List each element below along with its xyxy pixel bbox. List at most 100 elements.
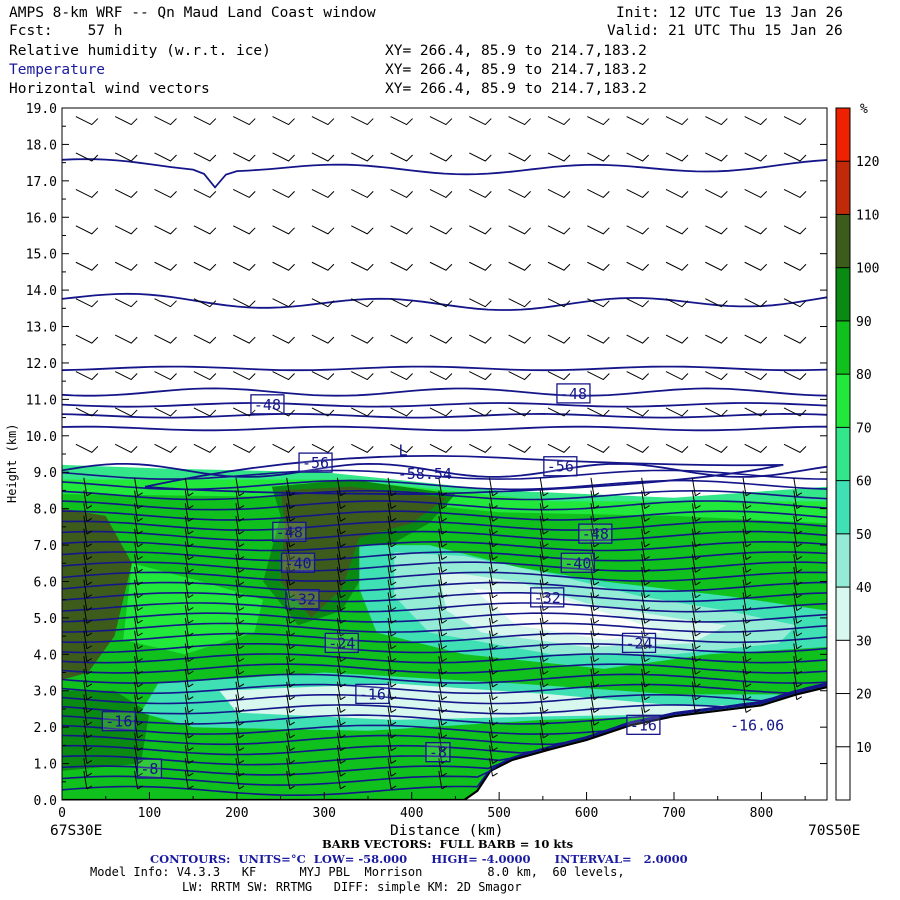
wind-barb-32	[587, 152, 610, 162]
wind-barb-351	[641, 605, 650, 624]
wind-barb-300	[336, 566, 346, 586]
wind-barb-473	[184, 719, 194, 739]
wind-barb-407	[438, 656, 448, 675]
contour-label-14: -16	[630, 716, 657, 734]
terrain-profile	[62, 686, 827, 800]
init-time: Init: 12 UTC Tue 13 Jan 26	[616, 5, 843, 21]
wind-barb-429	[793, 668, 803, 688]
wind-barb-244	[539, 515, 549, 535]
temp-contour-14	[62, 643, 827, 654]
wind-barb-57	[75, 225, 99, 235]
wind-barb-134	[114, 371, 138, 381]
wind-barb-481	[590, 719, 600, 739]
wind-barb-408	[489, 656, 498, 675]
terrain-fill	[62, 687, 827, 800]
wind-barb-118	[233, 334, 256, 344]
colorbar-label-0: 10	[856, 741, 872, 756]
wind-barb-420	[336, 668, 346, 688]
wind-barb-447	[184, 694, 194, 713]
wind-barb-148	[665, 371, 689, 381]
wind-barb-477	[387, 719, 397, 739]
contour-label-10: -24	[328, 634, 355, 652]
y-tick-label-11: 11.0	[26, 393, 57, 408]
wind-barb-411	[641, 656, 650, 675]
wind-barb-62	[272, 225, 295, 235]
wind-barb-3	[193, 116, 217, 126]
wind-barb-490	[489, 732, 498, 752]
wind-barb-273	[489, 541, 498, 560]
wind-barb-104	[429, 298, 453, 308]
wind-barb-240	[336, 515, 346, 535]
wind-barb-432	[184, 681, 194, 701]
wind-barb-28	[429, 152, 453, 162]
wind-barb-347	[438, 605, 448, 624]
wind-barb-324	[793, 579, 803, 599]
temp-contour-upper-6	[62, 292, 827, 311]
temp-contour-16	[62, 622, 827, 633]
wind-barb-168	[705, 407, 728, 417]
wind-barb-321	[641, 579, 650, 599]
wind-barb-178	[351, 443, 374, 453]
wind-barb-133	[75, 371, 99, 381]
wind-barb-433	[235, 681, 245, 701]
contour-label-9: -32	[534, 589, 561, 607]
y-tick-label-15: 15.0	[26, 248, 57, 263]
wind-barb-337	[691, 592, 701, 611]
wind-barb-466	[438, 707, 448, 726]
contour-label-5: -48	[582, 525, 609, 543]
wind-barb-431	[134, 681, 143, 701]
wind-barb-269	[286, 541, 295, 560]
wind-barb-277	[691, 541, 701, 560]
wind-barb-353	[742, 605, 752, 624]
wind-barb-20	[114, 152, 138, 162]
field-temp-xy: XY= 266.4, 85.9 to 214.7,183.2	[385, 62, 647, 78]
wind-barb-426	[641, 668, 650, 688]
y-axis-label: Height (km)	[5, 423, 19, 503]
wind-barb-292	[691, 554, 701, 573]
colorbar-label-2: 30	[856, 634, 872, 649]
x-tick-label-3: 300	[313, 806, 336, 821]
wind-barb-131	[744, 334, 768, 344]
wind-barb-152	[75, 407, 99, 417]
wind-barb-253	[235, 528, 245, 548]
wind-barb-458	[742, 694, 752, 713]
wind-barb-44	[311, 188, 335, 199]
wind-barb-486	[286, 732, 295, 752]
wind-barb-182	[508, 443, 531, 453]
wind-barb-213	[489, 490, 498, 509]
wind-barb-491	[539, 732, 549, 752]
colorbar-label-9: 100	[856, 262, 879, 277]
wind-barb-348	[489, 605, 498, 624]
wind-barb-86	[469, 261, 492, 271]
wind-barb-222	[184, 503, 194, 522]
wind-barb-115	[114, 334, 138, 344]
wind-barb-160	[390, 407, 413, 417]
wind-barb-513	[235, 770, 245, 790]
wind-barb-173	[154, 443, 177, 453]
wind-barb-82	[311, 261, 335, 271]
temperature-contours	[62, 158, 827, 796]
colorbar-bin-12	[836, 108, 850, 162]
contour-label-box-14	[626, 714, 661, 735]
wind-barb-428	[742, 668, 752, 688]
wind-barb-280	[83, 554, 93, 573]
wind-barb-327	[184, 592, 194, 611]
colorbar-label-5: 60	[856, 475, 872, 490]
wind-barb-299	[286, 566, 295, 586]
wind-barb-480	[539, 719, 549, 739]
colorbar-bin-3	[836, 587, 850, 641]
y-tick-label-9: 9.0	[34, 466, 57, 481]
colorbar-label-8: 90	[856, 315, 872, 330]
wind-barb-254	[286, 528, 295, 548]
wind-barb-450	[336, 694, 346, 713]
wind-barb-384	[793, 630, 803, 650]
wind-barb-332	[438, 592, 448, 611]
wind-barb-209	[286, 490, 295, 509]
colorbar-bin-10	[836, 214, 850, 268]
wind-barb-84	[390, 261, 413, 271]
wind-barb-288	[489, 554, 498, 573]
colorbar-frame	[835, 107, 851, 801]
wind-barb-317	[438, 579, 448, 599]
wind-barb-76	[75, 261, 99, 271]
wind-barb-111	[705, 298, 728, 308]
